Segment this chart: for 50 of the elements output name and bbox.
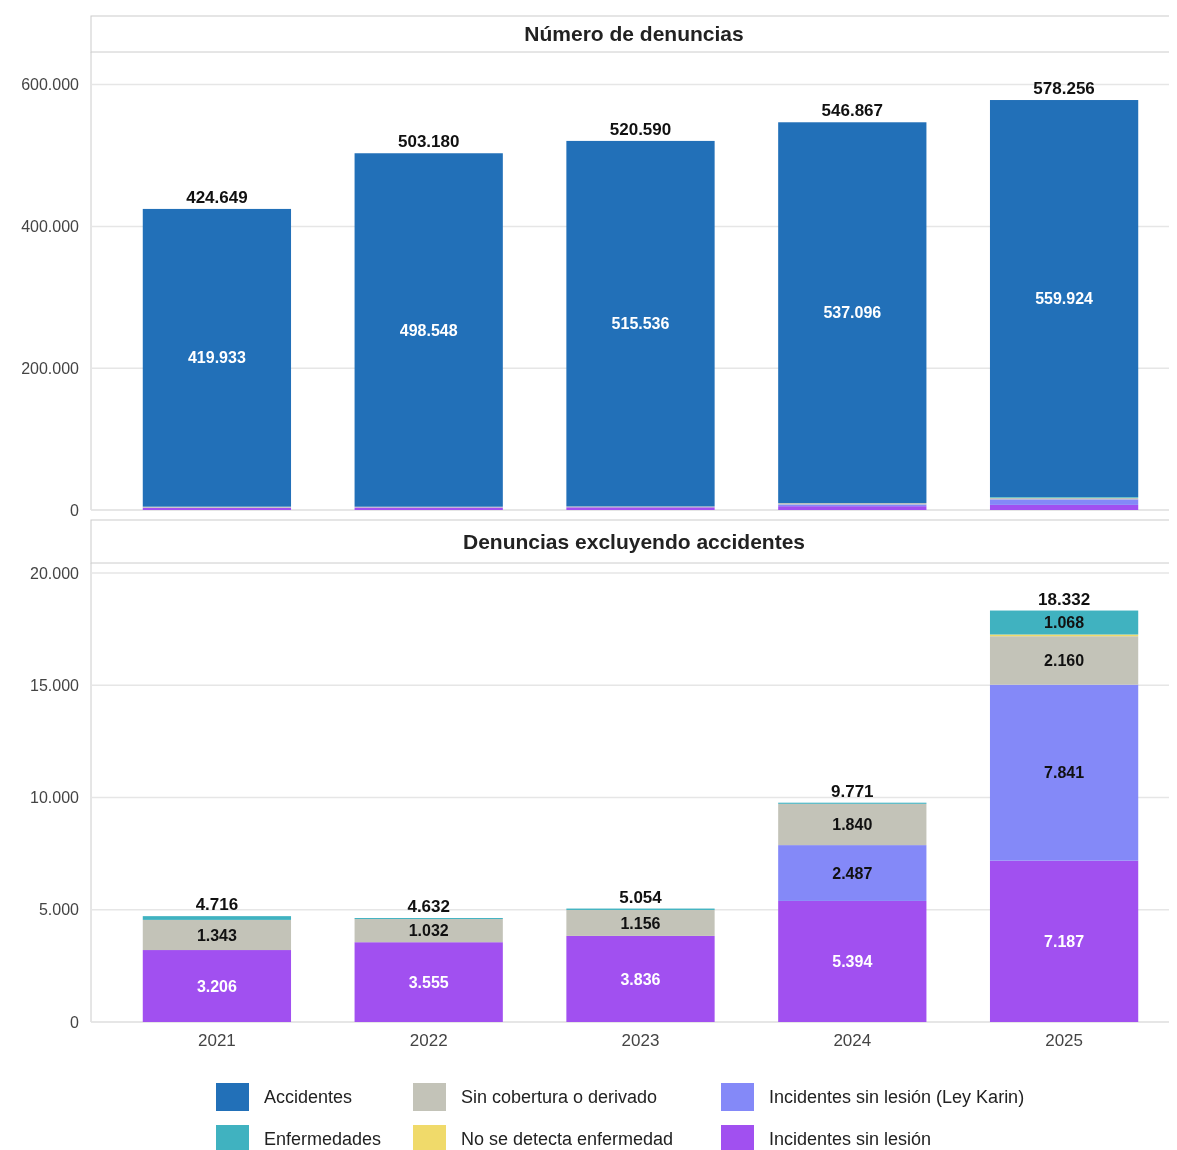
- total-label: 18.332: [1038, 589, 1091, 609]
- y-tick-label: 0: [70, 501, 80, 519]
- data-label: 419.933: [187, 349, 246, 367]
- data-label: 1.068: [1044, 614, 1085, 632]
- x-tick-label: 2022: [409, 1031, 448, 1050]
- data-label: 498.548: [399, 321, 458, 339]
- data-label: 7.187: [1044, 932, 1085, 950]
- y-tick-label: 400.000: [21, 218, 80, 236]
- data-label: 537.096: [823, 304, 882, 322]
- data-label: 5.394: [832, 953, 873, 971]
- data-label: 1.156: [620, 914, 661, 932]
- total-label: 424.649: [186, 187, 248, 207]
- total-label: 546.867: [821, 101, 884, 121]
- total-label: 503.180: [397, 132, 460, 152]
- y-tick-label: 5.000: [38, 901, 80, 919]
- data-label: 3.206: [196, 977, 238, 995]
- y-tick-label: 20.000: [30, 564, 80, 582]
- legend-label: No se detecta enfermedad: [461, 1129, 674, 1150]
- total-label: 9.771: [831, 781, 874, 801]
- legend-label: Sin cobertura o derivado: [461, 1087, 658, 1108]
- legend-label: Incidentes sin lesión (Ley Karin): [769, 1087, 1025, 1108]
- total-label: 578.256: [1033, 79, 1095, 99]
- x-tick-label: 2023: [621, 1031, 660, 1050]
- data-label: 559.924: [1035, 290, 1094, 308]
- total-label: 4.716: [195, 895, 239, 915]
- legend-label: Accidentes: [264, 1087, 353, 1108]
- total-label: 5.054: [619, 887, 663, 907]
- data-label: 7.841: [1044, 764, 1085, 782]
- y-tick-label: 200.000: [21, 359, 80, 377]
- y-tick-label: 600.000: [21, 76, 80, 94]
- y-tick-label: 15.000: [30, 676, 80, 694]
- legend-label: Enfermedades: [264, 1129, 382, 1150]
- data-label: 2.487: [832, 864, 873, 882]
- chart-title: Número de denuncias: [524, 22, 744, 46]
- data-label: 1.840: [832, 816, 873, 834]
- data-label: 3.836: [620, 970, 661, 988]
- data-label: 3.555: [408, 973, 449, 991]
- y-tick-label: 0: [70, 1013, 80, 1031]
- data-label: 515.536: [611, 315, 670, 333]
- data-label: 1.343: [196, 926, 238, 944]
- total-label: 520.590: [609, 119, 672, 139]
- x-tick-label: 2024: [833, 1031, 872, 1050]
- x-tick-label: 2025: [1045, 1031, 1084, 1050]
- chart-title: Denuncias excluyendo accidentes: [463, 529, 805, 553]
- x-tick-label: 2021: [197, 1031, 236, 1050]
- legend-label: Incidentes sin lesión: [769, 1129, 932, 1150]
- y-tick-label: 10.000: [30, 789, 80, 807]
- data-label: 2.160: [1044, 652, 1085, 670]
- data-label: 1.032: [408, 922, 449, 940]
- total-label: 4.632: [407, 897, 450, 917]
